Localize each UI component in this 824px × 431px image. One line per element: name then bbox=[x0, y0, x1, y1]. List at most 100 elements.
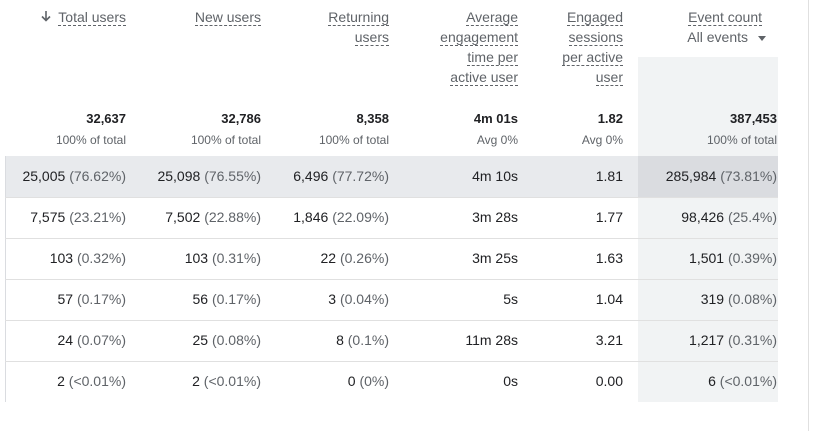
total-subtext: 100% of total bbox=[190, 133, 261, 147]
table-cell-engaged-sessions: 3.21 bbox=[595, 332, 623, 348]
table-cell-new-users: 7,502 (22.88%) bbox=[165, 209, 261, 225]
header-label-line: time per bbox=[467, 49, 518, 66]
scroll-divider bbox=[808, 0, 809, 431]
header-label-line: Engaged bbox=[566, 9, 623, 26]
cell-value: 103 bbox=[184, 250, 209, 266]
header-label-line: Average bbox=[466, 9, 518, 26]
table-cell-event-count: 285,984 (73.81%) bbox=[666, 168, 777, 184]
cell-value: 1,501 bbox=[689, 250, 725, 266]
cell-percentage: (<0.01%) bbox=[203, 373, 261, 389]
cell-value: 285,984 bbox=[665, 168, 717, 184]
table-cell-returning-users: 0 (0%) bbox=[348, 373, 389, 389]
table-cell-total-users: 103 (0.32%) bbox=[50, 250, 126, 266]
highlighted-cell-bg bbox=[638, 156, 778, 197]
total-subtext: 100% of total bbox=[706, 133, 777, 147]
header-new-users[interactable]: New users bbox=[194, 7, 261, 27]
table-cell-engaged-sessions: 1.04 bbox=[595, 291, 623, 307]
cell-value: 7,502 bbox=[165, 209, 201, 225]
cell-percentage: (0.26%) bbox=[339, 250, 389, 266]
table-cell-returning-users: 3 (0.04%) bbox=[328, 291, 389, 307]
cell-percentage: (0.04%) bbox=[339, 291, 389, 307]
header-new-users-label: New users bbox=[194, 9, 261, 26]
row-divider bbox=[5, 361, 778, 362]
table-cell-engaged-sessions: 0.00 bbox=[595, 373, 623, 389]
event-filter-dropdown[interactable]: All events bbox=[687, 29, 766, 45]
table-cell-event-count: 6 (<0.01%) bbox=[708, 373, 777, 389]
table-cell-returning-users: 22 (0.26%) bbox=[321, 250, 390, 266]
row-divider bbox=[5, 197, 778, 198]
header-label-line: user bbox=[595, 69, 623, 86]
cell-value: 2 bbox=[192, 373, 200, 389]
total-value: 32,637 bbox=[86, 111, 126, 126]
header-label-line: active user bbox=[450, 69, 518, 86]
row-divider bbox=[5, 320, 778, 321]
cell-percentage: (0.07%) bbox=[76, 332, 126, 348]
cell-percentage: (23.21%) bbox=[69, 209, 126, 225]
cell-value: 1,217 bbox=[689, 332, 725, 348]
table-cell-new-users: 25 (0.08%) bbox=[193, 332, 262, 348]
total-subtext: Avg 0% bbox=[581, 133, 623, 147]
cell-percentage: (76.62%) bbox=[69, 168, 126, 184]
table-cell-total-users: 2 (<0.01%) bbox=[57, 373, 126, 389]
cell-percentage: (0.39%) bbox=[727, 250, 777, 266]
cell-value: 7,575 bbox=[30, 209, 66, 225]
header-total-users[interactable]: Total users bbox=[40, 7, 126, 27]
cell-value: 103 bbox=[49, 250, 74, 266]
header-engaged-sessions[interactable]: Engaged sessions per active user bbox=[562, 7, 623, 87]
cell-value: 0 bbox=[347, 373, 356, 389]
total-value: 387,453 bbox=[730, 111, 777, 126]
table-cell-avg-engagement: 0s bbox=[503, 373, 518, 389]
cell-percentage: (0.1%) bbox=[347, 332, 389, 348]
table-cell-engaged-sessions: 1.77 bbox=[595, 209, 623, 225]
cell-percentage: (25.4%) bbox=[727, 209, 777, 225]
cell-percentage: (0.17%) bbox=[211, 291, 261, 307]
event-filter-value: All events bbox=[687, 29, 748, 45]
header-label-line: sessions bbox=[568, 29, 623, 46]
cell-value: 6 bbox=[708, 373, 716, 389]
table-cell-avg-engagement: 3m 28s bbox=[472, 209, 518, 225]
arrow-down-icon bbox=[40, 7, 52, 27]
cell-value: 2 bbox=[57, 373, 65, 389]
header-event-count-label: Event count bbox=[688, 9, 762, 26]
cell-value: 319 bbox=[700, 291, 725, 307]
header-label-line: engagement bbox=[440, 29, 518, 46]
cell-percentage: (77.72%) bbox=[332, 168, 389, 184]
table-cell-new-users: 103 (0.31%) bbox=[185, 250, 261, 266]
cell-value: 57 bbox=[57, 291, 74, 307]
cell-percentage: (0.17%) bbox=[76, 291, 126, 307]
cell-percentage: (<0.01%) bbox=[68, 373, 126, 389]
cell-value: 22 bbox=[320, 250, 337, 266]
header-label-line: Returning bbox=[328, 9, 389, 26]
table-cell-total-users: 25,005 (76.62%) bbox=[22, 168, 126, 184]
table-cell-total-users: 57 (0.17%) bbox=[58, 291, 127, 307]
row-divider bbox=[5, 238, 778, 239]
table-cell-new-users: 25,098 (76.55%) bbox=[157, 168, 261, 184]
header-event-count[interactable]: Event count bbox=[688, 7, 762, 27]
cell-percentage: (22.09%) bbox=[332, 209, 389, 225]
header-returning-users[interactable]: Returning users bbox=[328, 7, 389, 47]
table-cell-avg-engagement: 11m 28s bbox=[465, 332, 518, 348]
table-cell-new-users: 2 (<0.01%) bbox=[192, 373, 261, 389]
cell-percentage: (73.81%) bbox=[720, 168, 777, 184]
cell-percentage: (0%) bbox=[359, 373, 389, 389]
cell-percentage: (0.31%) bbox=[727, 332, 777, 348]
table-cell-avg-engagement: 4m 10s bbox=[472, 168, 518, 184]
cell-value: 6,496 bbox=[293, 168, 329, 184]
row-divider bbox=[5, 279, 778, 280]
table-cell-total-users: 7,575 (23.21%) bbox=[30, 209, 126, 225]
cell-percentage: (22.88%) bbox=[204, 209, 261, 225]
cell-percentage: (0.32%) bbox=[76, 250, 126, 266]
cell-value: 1,846 bbox=[293, 209, 329, 225]
table-cell-event-count: 1,217 (0.31%) bbox=[689, 332, 777, 348]
header-avg-engagement[interactable]: Average engagement time per active user bbox=[440, 7, 518, 87]
table-cell-event-count: 1,501 (0.39%) bbox=[689, 250, 777, 266]
cell-value: 25 bbox=[192, 332, 209, 348]
total-value: 4m 01s bbox=[473, 111, 518, 126]
table-cell-event-count: 98,426 (25.4%) bbox=[681, 209, 777, 225]
cell-value: 98,426 bbox=[681, 209, 725, 225]
table-cell-engaged-sessions: 1.63 bbox=[595, 250, 623, 266]
table-cell-total-users: 24 (0.07%) bbox=[58, 332, 127, 348]
cell-percentage: (<0.01%) bbox=[719, 373, 777, 389]
cell-value: 25,098 bbox=[157, 168, 201, 184]
